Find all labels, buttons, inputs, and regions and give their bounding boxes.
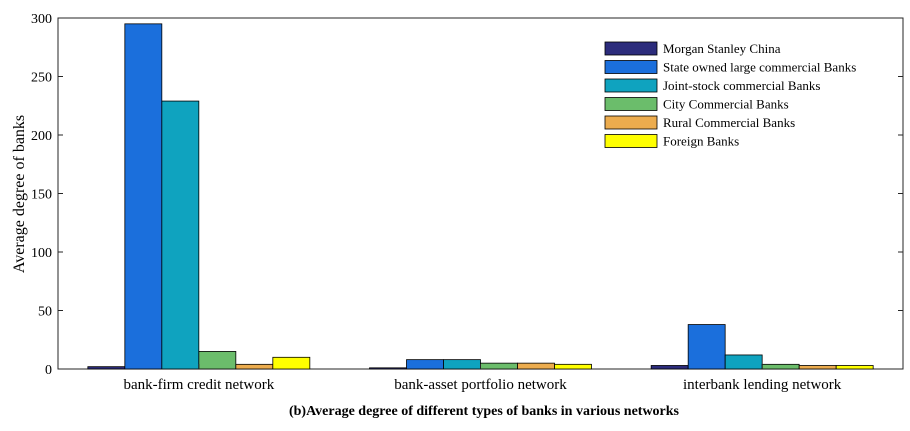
y-tick-label: 300 (31, 12, 52, 27)
y-tick-label: 50 (38, 305, 52, 320)
x-tick-label: bank-asset portfolio network (394, 377, 567, 393)
bar (87, 366, 126, 370)
bar (554, 363, 592, 370)
legend: Morgan Stanley China State owned large co… (597, 34, 875, 155)
bar (161, 100, 200, 370)
x-axis: bank-firm credit network bank-asset portf… (123, 364, 842, 393)
legend-label: Foreign Banks (663, 134, 739, 149)
legend-swatch (604, 97, 658, 111)
bar (798, 365, 837, 370)
y-tick-label: 250 (31, 71, 52, 86)
y-tick-label: 0 (45, 363, 52, 378)
legend-label: Joint-stock commercial Banks (663, 78, 820, 93)
bar (517, 362, 555, 370)
bar (369, 367, 407, 370)
legend-label: Rural Commercial Banks (663, 115, 795, 130)
legend-swatch (604, 60, 658, 74)
bar (724, 354, 763, 370)
legend-swatch (604, 78, 658, 93)
y-tick-label: 150 (31, 188, 52, 203)
bar (406, 359, 444, 370)
legend-swatch (604, 115, 658, 130)
legend-label: State owned large commercial Banks (663, 60, 856, 75)
y-axis: 0 50 100 150 200 250 300 (31, 12, 903, 378)
y-axis-label: Average degree of banks (11, 115, 28, 273)
y-tick-label: 200 (31, 129, 52, 144)
x-tick-label: bank-firm credit network (123, 377, 274, 393)
x-tick-label: interbank lending network (683, 377, 842, 393)
bar (443, 359, 481, 370)
bar (761, 363, 800, 370)
bar (198, 351, 237, 370)
bar (272, 356, 311, 370)
bar (235, 363, 274, 370)
legend-swatch (604, 134, 658, 148)
bar (687, 324, 726, 370)
y-tick-label: 100 (31, 246, 52, 261)
legend-label: City Commercial Banks (663, 97, 789, 112)
figure-caption: (b)Average degree of different types of … (289, 404, 680, 419)
bar (480, 362, 518, 370)
legend-label: Morgan Stanley China (663, 41, 781, 56)
bar (650, 365, 689, 370)
bar (835, 365, 874, 370)
bar (124, 23, 163, 370)
legend-swatch (604, 41, 658, 56)
bars-layer (87, 23, 874, 370)
